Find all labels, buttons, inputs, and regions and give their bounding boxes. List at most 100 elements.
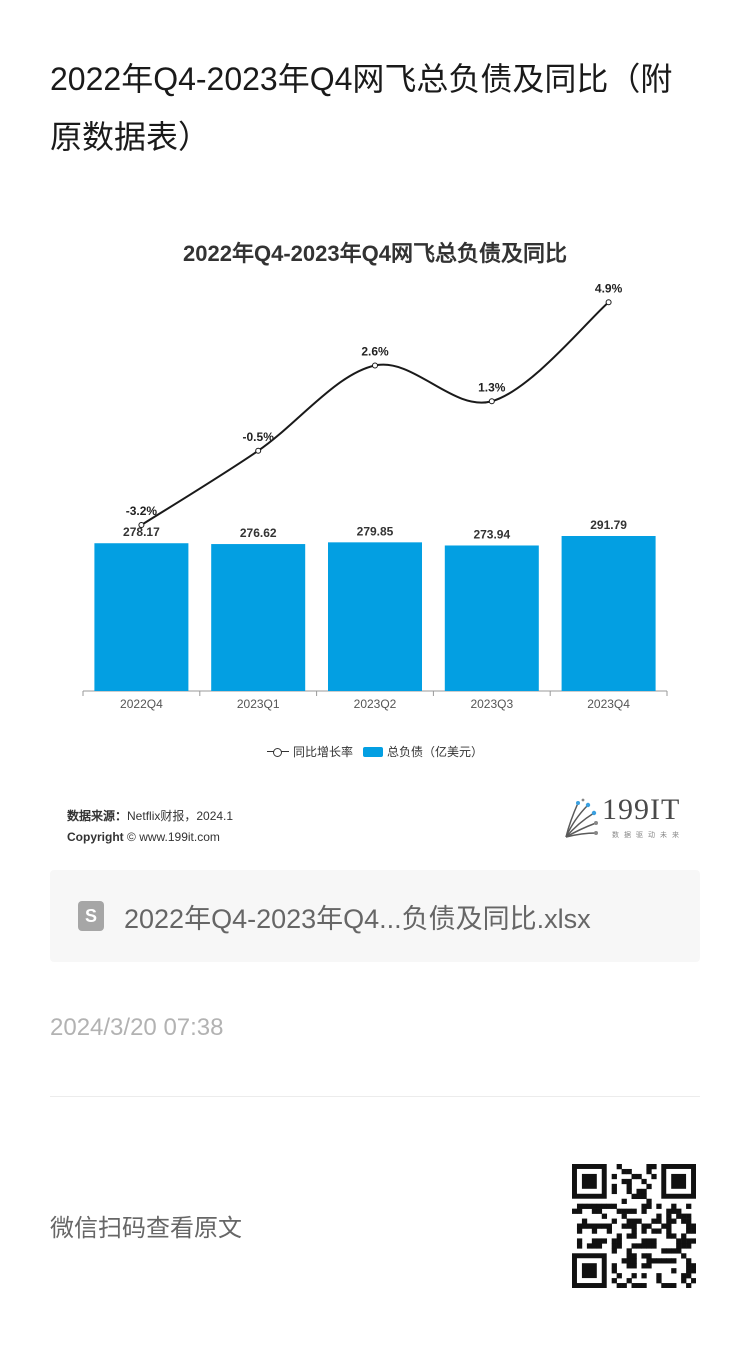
source-label: 数据来源： bbox=[67, 809, 128, 823]
qr-module bbox=[591, 1228, 598, 1234]
x-tick-label: 2023Q1 bbox=[237, 697, 280, 711]
copyright-label: Copyright bbox=[67, 830, 124, 844]
qr-module bbox=[641, 1273, 647, 1279]
qr-module bbox=[666, 1283, 672, 1288]
legend-label-liabilities: 总负债（亿美元） bbox=[387, 745, 484, 759]
qr-module bbox=[591, 1238, 598, 1244]
qr-module bbox=[651, 1258, 657, 1264]
qr-module bbox=[656, 1278, 662, 1284]
qr-module bbox=[686, 1203, 692, 1209]
qr-module bbox=[601, 1223, 608, 1229]
qr-module bbox=[691, 1268, 696, 1274]
legend-bar-swatch bbox=[363, 746, 383, 757]
qr-module bbox=[581, 1218, 588, 1224]
qr-module bbox=[646, 1223, 652, 1229]
qr-module bbox=[646, 1183, 652, 1190]
growth-point bbox=[372, 362, 378, 369]
qr-module bbox=[616, 1243, 622, 1249]
qr-module bbox=[676, 1243, 682, 1249]
qr-module bbox=[586, 1203, 593, 1209]
spreadsheet-file-icon: S bbox=[78, 901, 104, 931]
qr-module bbox=[676, 1213, 682, 1219]
qr-module bbox=[631, 1223, 637, 1229]
qr-module bbox=[631, 1263, 637, 1269]
qr-module bbox=[676, 1238, 682, 1244]
qr-module bbox=[641, 1263, 647, 1269]
qr-module bbox=[666, 1233, 672, 1239]
qr-module bbox=[691, 1223, 696, 1229]
qr-module bbox=[636, 1243, 642, 1249]
qr-code[interactable] bbox=[572, 1164, 696, 1288]
qr-module bbox=[621, 1213, 627, 1219]
qr-module bbox=[626, 1278, 632, 1284]
qr-finder-inner bbox=[581, 1173, 597, 1189]
qr-module bbox=[686, 1213, 692, 1219]
qr-module bbox=[691, 1228, 696, 1234]
qr-module bbox=[596, 1223, 603, 1229]
qr-module bbox=[611, 1238, 617, 1244]
qr-module bbox=[591, 1243, 598, 1249]
page-title: 2022年Q4-2023年Q4网飞总负债及同比（附原数据表） bbox=[50, 61, 673, 155]
qr-module bbox=[631, 1218, 637, 1224]
qr-module bbox=[576, 1223, 583, 1229]
qr-module bbox=[616, 1283, 622, 1288]
qr-module bbox=[646, 1198, 652, 1204]
qr-module bbox=[621, 1223, 627, 1229]
qr-module bbox=[601, 1238, 608, 1244]
qr-module bbox=[616, 1233, 622, 1239]
qr-module bbox=[626, 1208, 632, 1214]
qr-module bbox=[611, 1248, 617, 1254]
qr-module bbox=[691, 1263, 696, 1269]
qr-module bbox=[611, 1183, 617, 1190]
qr-module bbox=[636, 1283, 642, 1288]
qr-module bbox=[621, 1198, 627, 1204]
qr-module bbox=[686, 1243, 692, 1249]
qr-module bbox=[591, 1208, 598, 1214]
qr-module bbox=[691, 1278, 696, 1284]
qr-module bbox=[626, 1258, 632, 1264]
qr-module bbox=[686, 1283, 692, 1288]
qr-module bbox=[636, 1218, 642, 1224]
legend-item-growth: 同比增长率 bbox=[266, 743, 353, 760]
qr-finder-inner bbox=[581, 1263, 597, 1279]
qr-module bbox=[596, 1208, 603, 1214]
qr-module bbox=[601, 1203, 608, 1209]
qr-module bbox=[666, 1258, 672, 1264]
qr-module bbox=[636, 1193, 642, 1200]
qr-module bbox=[581, 1203, 588, 1209]
qr-module bbox=[666, 1248, 672, 1254]
growth-value-label: -0.5% bbox=[243, 430, 275, 444]
qr-module bbox=[626, 1183, 632, 1190]
x-tick-label: 2023Q4 bbox=[587, 697, 630, 711]
x-tick-label: 2023Q3 bbox=[470, 697, 513, 711]
qr-module bbox=[651, 1243, 657, 1249]
qr-module bbox=[656, 1228, 662, 1234]
qr-module bbox=[626, 1168, 632, 1175]
qr-module bbox=[666, 1218, 672, 1224]
qr-module bbox=[661, 1248, 667, 1254]
qr-module bbox=[636, 1173, 642, 1180]
qr-module bbox=[646, 1263, 652, 1269]
qr-module bbox=[631, 1243, 637, 1249]
qr-module bbox=[641, 1208, 647, 1214]
qr-module bbox=[686, 1268, 692, 1274]
qr-module bbox=[641, 1178, 647, 1185]
qr-module bbox=[616, 1164, 622, 1170]
qr-module bbox=[681, 1218, 687, 1224]
qr-module bbox=[661, 1283, 667, 1288]
growth-value-label: 1.3% bbox=[478, 380, 506, 394]
qr-module bbox=[636, 1188, 642, 1195]
qr-module bbox=[626, 1233, 632, 1239]
chart-legend: 同比增长率 总负债（亿美元） bbox=[50, 743, 700, 760]
qr-module bbox=[661, 1258, 667, 1264]
bar-value-label: 273.94 bbox=[473, 527, 510, 541]
qr-module bbox=[576, 1203, 583, 1209]
qr-module bbox=[621, 1283, 627, 1288]
qr-module bbox=[646, 1168, 652, 1175]
qr-module bbox=[651, 1173, 657, 1180]
qr-module bbox=[646, 1238, 652, 1244]
qr-module bbox=[656, 1273, 662, 1279]
logo-subtitle: 数据驱动未来 bbox=[612, 832, 684, 839]
qr-module bbox=[596, 1238, 603, 1244]
attachment-file-card[interactable]: S 2022年Q4-2023年Q4...负债及同比.xlsx bbox=[50, 870, 700, 962]
